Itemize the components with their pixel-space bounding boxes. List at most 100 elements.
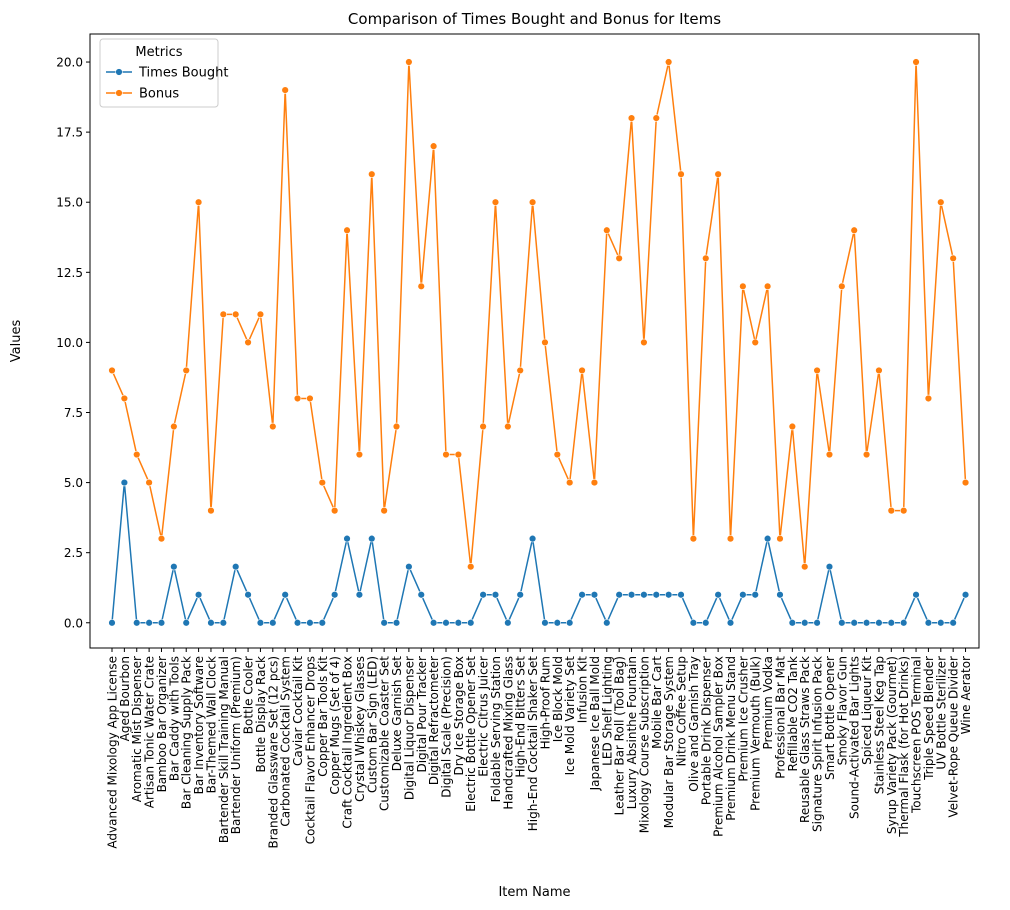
data-point: [739, 282, 747, 291]
x-tick-label: Smart Bottle Opener: [823, 656, 837, 780]
x-tick-label: Copper Mugs (Set of 4): [328, 656, 342, 795]
data-point: [961, 478, 970, 487]
data-point: [776, 591, 784, 599]
x-tick-label: Customizable Coaster Set: [378, 656, 392, 811]
x-tick-label: Digital Liquor Dispenser: [402, 656, 416, 800]
data-point: [194, 198, 203, 206]
data-point: [825, 450, 834, 459]
y-tick-label: 20.0: [56, 56, 83, 70]
data-point: [232, 562, 240, 571]
data-point: [145, 619, 153, 627]
x-tick-label: Japanese Ice Ball Mold: [588, 656, 602, 791]
data-point: [689, 619, 698, 627]
x-tick-label: Foldable Serving Station: [489, 656, 503, 802]
series-0: [108, 478, 970, 627]
data-point: [751, 591, 759, 599]
data-point: [504, 619, 512, 627]
data-point: [479, 591, 487, 599]
legend-entry: Times Bought: [106, 66, 228, 81]
data-point: [702, 254, 710, 262]
x-axis-label: Item Name: [498, 885, 570, 900]
data-point: [912, 591, 920, 599]
data-point: [145, 478, 153, 487]
data-point: [739, 591, 747, 599]
data-point: [726, 534, 735, 543]
data-point: [553, 619, 562, 627]
data-point: [850, 226, 858, 234]
data-point: [887, 506, 896, 515]
data-point: [491, 198, 500, 206]
data-point: [603, 619, 611, 627]
data-point: [207, 506, 215, 515]
data-point: [318, 619, 326, 627]
x-tick-label: Infusion Kit: [576, 656, 590, 724]
x-tick-label: Bar-Themed Wall Clock: [204, 656, 218, 793]
data-point: [405, 562, 413, 571]
data-point: [256, 619, 265, 627]
x-tick-label: Bartender Skill Training Manual: [217, 656, 231, 843]
data-point: [615, 254, 623, 262]
data-point: [219, 619, 228, 627]
data-point: [368, 170, 376, 178]
data-point: [454, 619, 463, 627]
data-point: [961, 591, 970, 599]
data-point: [417, 591, 425, 599]
data-point: [479, 422, 487, 431]
legend-box: [99, 38, 219, 108]
legend-swatch-marker: [115, 68, 123, 76]
data-point: [244, 591, 252, 599]
data-point: [664, 58, 673, 66]
data-point: [541, 338, 549, 347]
legend-swatch-marker: [115, 89, 123, 97]
x-tick-label: Digital Pour Tracker: [415, 656, 429, 773]
x-tick-label: Cocktail Flavor Enhancer Drops: [303, 656, 317, 844]
data-point: [788, 422, 797, 431]
data-point: [664, 591, 673, 599]
x-tick-label: Electric Bottle Opener Set: [464, 656, 478, 812]
data-point: [899, 506, 908, 515]
data-point: [133, 619, 141, 627]
x-tick-label: Modular Bar Storage System: [662, 656, 676, 828]
data-point: [862, 450, 871, 459]
x-tick-label: Electric Citrus Juicer: [477, 656, 491, 777]
data-point: [677, 170, 685, 178]
data-point: [763, 282, 772, 291]
x-tick-label: Professional Bar Mat: [773, 656, 787, 779]
x-tick-label: LED Shelf Lighting: [600, 656, 614, 766]
data-point: [182, 366, 190, 375]
data-point: [640, 338, 648, 347]
data-point: [343, 534, 351, 543]
data-point: [640, 591, 648, 599]
data-point: [516, 591, 524, 599]
x-tick-label: High-End Cocktail Shaker Set: [526, 656, 540, 832]
y-axis: 0.0 2.5 5.0 7.5 10.0 12.5 15.0 17.5 20.0: [56, 56, 90, 630]
data-point: [405, 58, 413, 66]
legend-items: Times Bought Bonus: [106, 66, 228, 102]
data-point: [380, 506, 388, 515]
data-point: [120, 478, 129, 487]
data-point: [615, 591, 623, 599]
x-tick-label: Carbonated Cocktail System: [279, 656, 293, 827]
x-tick-label: Syrup Variety Pack (Gourmet): [885, 656, 899, 834]
data-point: [689, 534, 698, 543]
legend-label: Times Bought: [138, 66, 228, 81]
data-point: [170, 422, 178, 431]
legend: Metrics Times Bought Bonus: [99, 38, 228, 108]
data-point: [801, 619, 809, 627]
x-tick-label: Nitro Coffee Setup: [675, 656, 689, 766]
x-tick-label: UV Bottle Sterilizer: [934, 656, 948, 770]
data-point: [219, 310, 228, 319]
x-tick-label: Reusable Glass Straws Pack: [798, 656, 812, 823]
legend-label: Bonus: [139, 87, 179, 102]
series-layer: [108, 58, 970, 627]
data-point: [541, 619, 549, 627]
data-point: [652, 114, 660, 122]
data-point: [850, 619, 858, 627]
x-tick-label: Spiced Liqueur Kit: [860, 656, 874, 765]
x-tick-label: Bottle Display Rack: [254, 656, 268, 773]
series-line: [111, 481, 967, 624]
data-point: [194, 591, 203, 599]
legend-entry: Bonus: [106, 87, 179, 102]
